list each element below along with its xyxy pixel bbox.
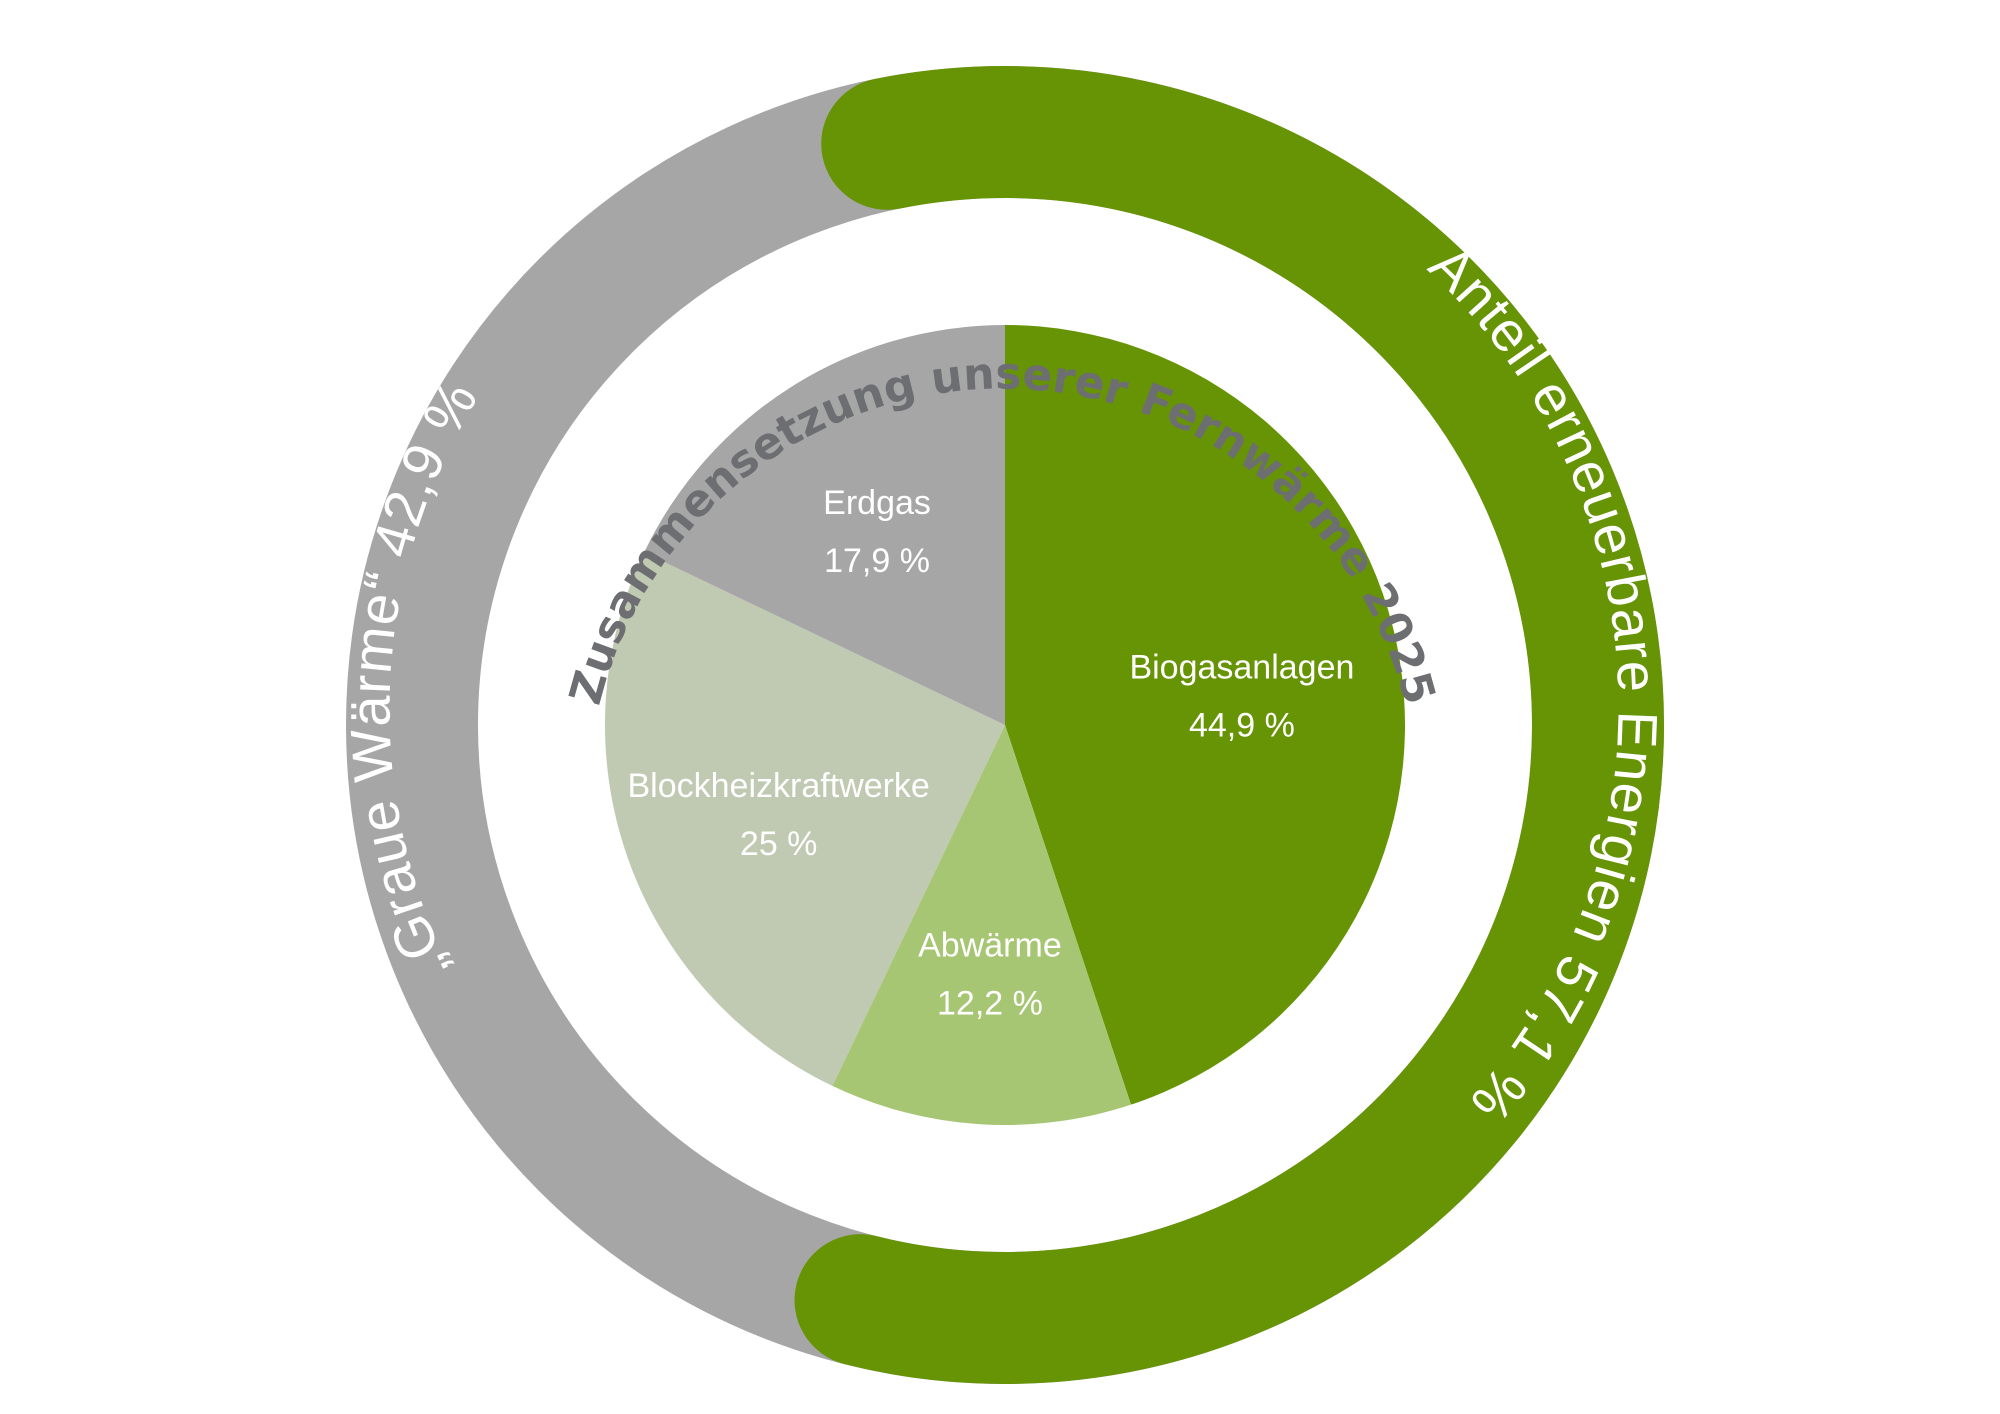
pie-slice-1 [832,725,1131,1125]
slice-label-2: Blockheizkraftwerke [628,767,930,805]
slice-value-2: 25 % [740,825,818,863]
renewable-ring [794,66,1664,1384]
pie-chart [605,325,1405,1125]
slice-value-3: 17,9 % [824,542,930,580]
pie-labels: Biogasanlagen 44,9 % Abwärme 12,2 % Blockhei… [628,484,1355,1023]
slice-label-1: Abwärme [918,927,1062,965]
slice-value-0: 44,9 % [1189,707,1295,745]
slice-label-0: Biogasanlagen [1129,649,1354,687]
pie-slice-3 [644,325,1005,725]
slice-label-3: Erdgas [823,484,931,522]
pie-slice-0 [1005,325,1405,1105]
outer-ring [346,66,1664,1384]
slice-value-1: 12,2 % [937,985,1043,1023]
pie-slice-2 [605,552,1005,1086]
